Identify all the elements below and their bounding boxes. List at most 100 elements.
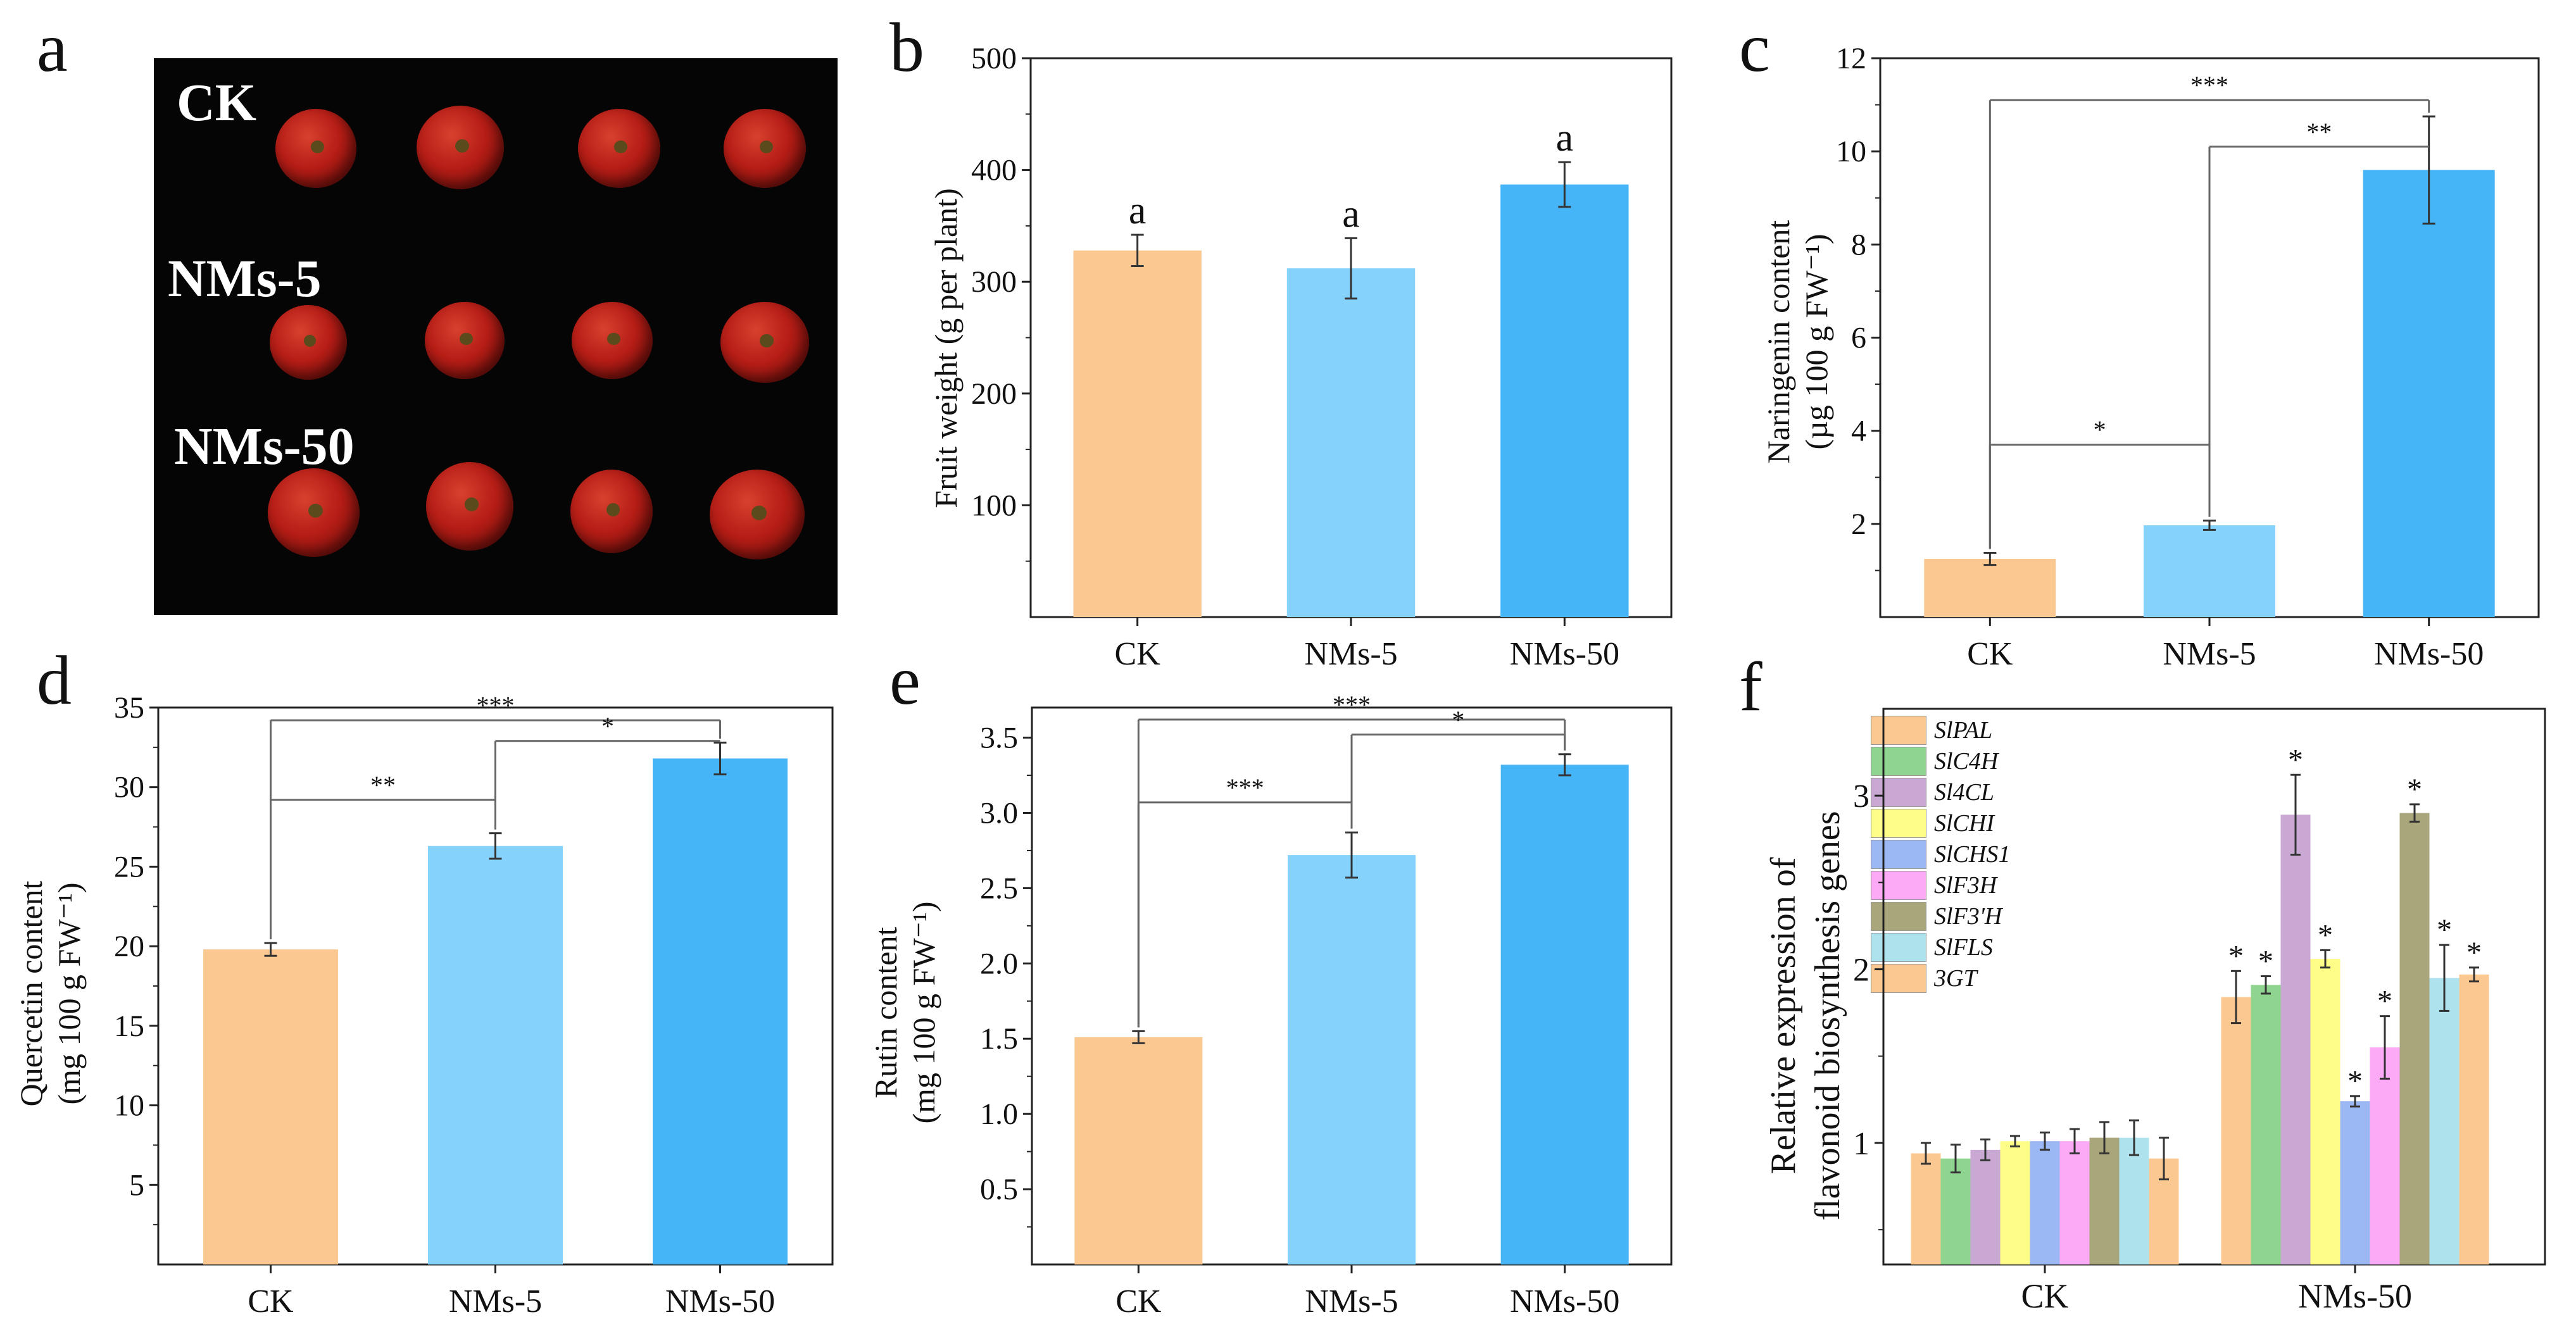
legend-item: SlCHS1 [1871, 839, 2010, 870]
photo-row-label-nms50: NMs-50 [174, 417, 355, 476]
chart-f-bar [2280, 815, 2311, 1264]
chart-f-star-label: * [2318, 918, 2333, 952]
chart-f-bar [2089, 1137, 2120, 1264]
chart-f-star-label: * [2437, 913, 2452, 947]
chart-f-star-label: * [2377, 985, 2392, 1018]
chart-e-sig-label: *** [1333, 690, 1371, 719]
chart-d-category-label: CK [248, 1283, 294, 1317]
chart-b-letter-label: a [1342, 192, 1360, 235]
chart-e-ytick-label: 3.5 [980, 721, 1018, 755]
chart-d-ytick-label: 30 [114, 771, 144, 804]
chart-b-category-label: NMs-50 [1510, 636, 1619, 672]
panel-label-f: f [1739, 648, 1762, 725]
legend-label: 3GT [1934, 965, 1977, 992]
chart-f-star-label: * [2258, 945, 2273, 978]
chart-e-bar-nms-5 [1288, 855, 1416, 1264]
chart-d-sig-label: ** [370, 771, 396, 799]
chart-b-ytick-label: 500 [971, 42, 1017, 75]
chart-d-sig-label: *** [477, 691, 515, 720]
legend-item: SlF3'H [1871, 901, 2002, 932]
chart-c-sig-label: * [2094, 416, 2106, 444]
legend-label: SlC4H [1934, 748, 1999, 775]
chart-b-category-label: CK [1115, 636, 1161, 672]
chart-e-bar-ck [1074, 1037, 1203, 1264]
chart-f-bar [1970, 1149, 2001, 1264]
legend-label: Sl4CL [1934, 779, 1995, 806]
chart-b-bar-nms-50 [1500, 184, 1629, 618]
legend-swatch [1871, 933, 1926, 962]
legend-item: Sl4CL [1871, 777, 1994, 808]
chart-d-ytick-label: 20 [114, 930, 144, 963]
chart-b-letter-label: a [1129, 189, 1147, 232]
chart-d-ytick-label: 35 [114, 691, 144, 725]
legend-label: SlFLS [1934, 934, 1993, 961]
chart-e-ytick-label: 1.5 [980, 1022, 1018, 1056]
chart-f-bar [2340, 1101, 2370, 1264]
legend-swatch [1871, 871, 1926, 900]
legend-label: SlPAL [1934, 717, 1993, 744]
tomato-icon [270, 305, 347, 380]
chart-d-bar-ck [203, 949, 338, 1264]
chart-b-letter-label: a [1556, 116, 1574, 159]
chart-f-category-label: NMs-50 [2298, 1277, 2412, 1315]
chart-e-ytick-label: 3.0 [980, 796, 1018, 830]
chart-d-bar-nms-5 [428, 846, 563, 1264]
chart-b-bar-nms-5 [1286, 268, 1416, 617]
chart-b-ytick-label: 400 [971, 154, 1017, 187]
chart-d-ytick-label: 10 [114, 1089, 144, 1123]
legend-swatch [1871, 716, 1926, 745]
tomato-icon [570, 470, 653, 553]
chart-b-ytick-label: 100 [971, 489, 1017, 522]
chart-b-bar-ck [1073, 250, 1202, 617]
chart-e-sig-label: * [1452, 706, 1464, 734]
chart-c-ytick-label: 12 [1836, 42, 1866, 75]
photo-row-label-nms5: NMs-5 [168, 249, 322, 308]
legend-item: 3GT [1871, 963, 1977, 994]
chart-f-bar [2399, 813, 2430, 1264]
chart-f-bar [2059, 1141, 2090, 1264]
legend-item: SlFLS [1871, 932, 1993, 963]
chart-f-bar [2429, 978, 2460, 1264]
chart-e-category-label: NMs-50 [1510, 1283, 1619, 1317]
legend-item: SlF3H [1871, 870, 1997, 901]
chart-e-ytick-label: 2.0 [980, 947, 1018, 980]
legend-swatch [1871, 747, 1926, 776]
chart-f-star-label: * [2407, 773, 2422, 806]
legend-swatch [1871, 840, 1926, 869]
chart-f-star-label: * [2288, 743, 2303, 777]
chart-f-bar [1940, 1158, 1971, 1264]
chart-c-ytick-label: 10 [1836, 135, 1866, 168]
chart-f-bar [2310, 959, 2340, 1264]
chart-e-ytick-label: 1.0 [980, 1097, 1018, 1131]
legend-swatch [1871, 902, 1926, 931]
chart-e-bar-nms-50 [1500, 765, 1629, 1264]
panel-label-b: b [889, 9, 924, 86]
legend-swatch [1871, 778, 1926, 807]
chart-c-ytick-label: 6 [1851, 321, 1866, 355]
chart-f-star-label: * [2466, 936, 2482, 970]
chart-d-sig-label: * [601, 712, 614, 740]
tomato-icon [720, 302, 809, 383]
chart-f-star-label: * [2228, 939, 2244, 973]
chart-d-bar-nms-50 [653, 758, 788, 1264]
chart-e-category-label: NMs-5 [1305, 1283, 1398, 1317]
chart-c-bar-ck [1924, 559, 2056, 617]
chart-c-sig-label: *** [2190, 71, 2228, 99]
tomato-icon [572, 302, 653, 379]
chart-c-bar-nms-50 [2363, 170, 2495, 618]
chart-f-bar [2030, 1141, 2060, 1264]
legend-label: SlCHI [1934, 810, 1994, 837]
tomato-icon [268, 468, 360, 557]
panel-label-d: d [37, 642, 72, 719]
chart-c-sig-label: ** [2306, 118, 2332, 146]
chart-f-bar [2251, 985, 2281, 1264]
legend-item: SlPAL [1871, 715, 1992, 746]
chart-f-bar [2000, 1141, 2030, 1264]
chart-e-ytick-label: 0.5 [980, 1173, 1018, 1206]
chart-f-ytick-label: 3 [1853, 778, 1869, 815]
chart-f-bar [2459, 974, 2489, 1264]
chart-c-ytick-label: 8 [1851, 228, 1866, 261]
legend-item: SlC4H [1871, 746, 1998, 777]
panel-label-c: c [1739, 9, 1770, 86]
